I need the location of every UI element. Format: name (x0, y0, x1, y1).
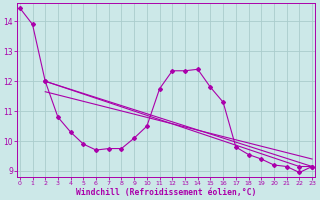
X-axis label: Windchill (Refroidissement éolien,°C): Windchill (Refroidissement éolien,°C) (76, 188, 256, 197)
